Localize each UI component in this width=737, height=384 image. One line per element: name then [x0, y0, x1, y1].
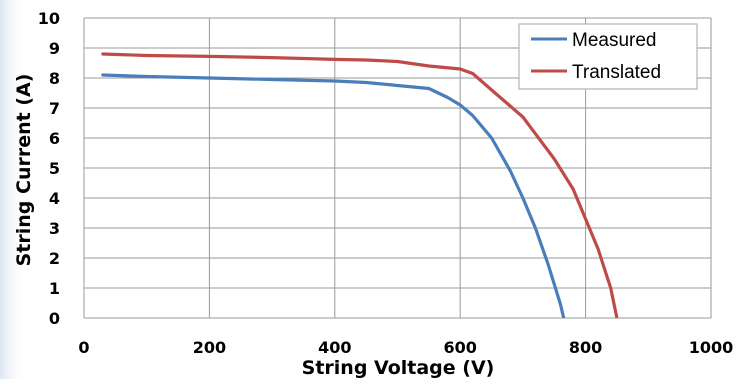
x-tick-label: 1000 — [689, 338, 734, 357]
y-tick-label: 3 — [49, 219, 60, 238]
x-axis-title: String Voltage (V) — [302, 357, 495, 379]
y-axis-title: String Current (A) — [13, 74, 35, 267]
legend: Measured Translated — [518, 23, 698, 90]
y-tick-label: 10 — [38, 9, 60, 28]
x-tick-label: 0 — [78, 338, 89, 357]
x-tick-label: 400 — [318, 338, 351, 357]
legend-label-translated: Translated — [572, 62, 661, 83]
y-tick-label: 7 — [49, 99, 60, 118]
series-line-measured — [101, 73, 566, 318]
x-tick-label: 200 — [193, 338, 226, 357]
series-line-translated — [101, 52, 619, 318]
left-shade-decoration — [0, 0, 26, 379]
x-tick-label: 800 — [569, 338, 602, 357]
y-tick-label: 2 — [49, 249, 60, 268]
y-tick-label: 1 — [49, 279, 60, 298]
y-tick-label: 4 — [49, 189, 60, 208]
y-tick-label: 9 — [49, 39, 60, 58]
y-tick-label: 5 — [49, 159, 60, 178]
x-tick-label: 600 — [443, 338, 476, 357]
legend-label-measured: Measured — [572, 30, 657, 51]
y-tick-label: 8 — [49, 69, 60, 88]
legend-box — [518, 23, 698, 90]
series-layer — [101, 52, 619, 318]
y-tick-label: 0 — [49, 309, 60, 328]
tick-labels: 0 1 2 3 4 5 6 7 8 9 10 0 200 400 600 800 1000 — [38, 9, 734, 357]
y-tick-label: 6 — [49, 129, 60, 148]
